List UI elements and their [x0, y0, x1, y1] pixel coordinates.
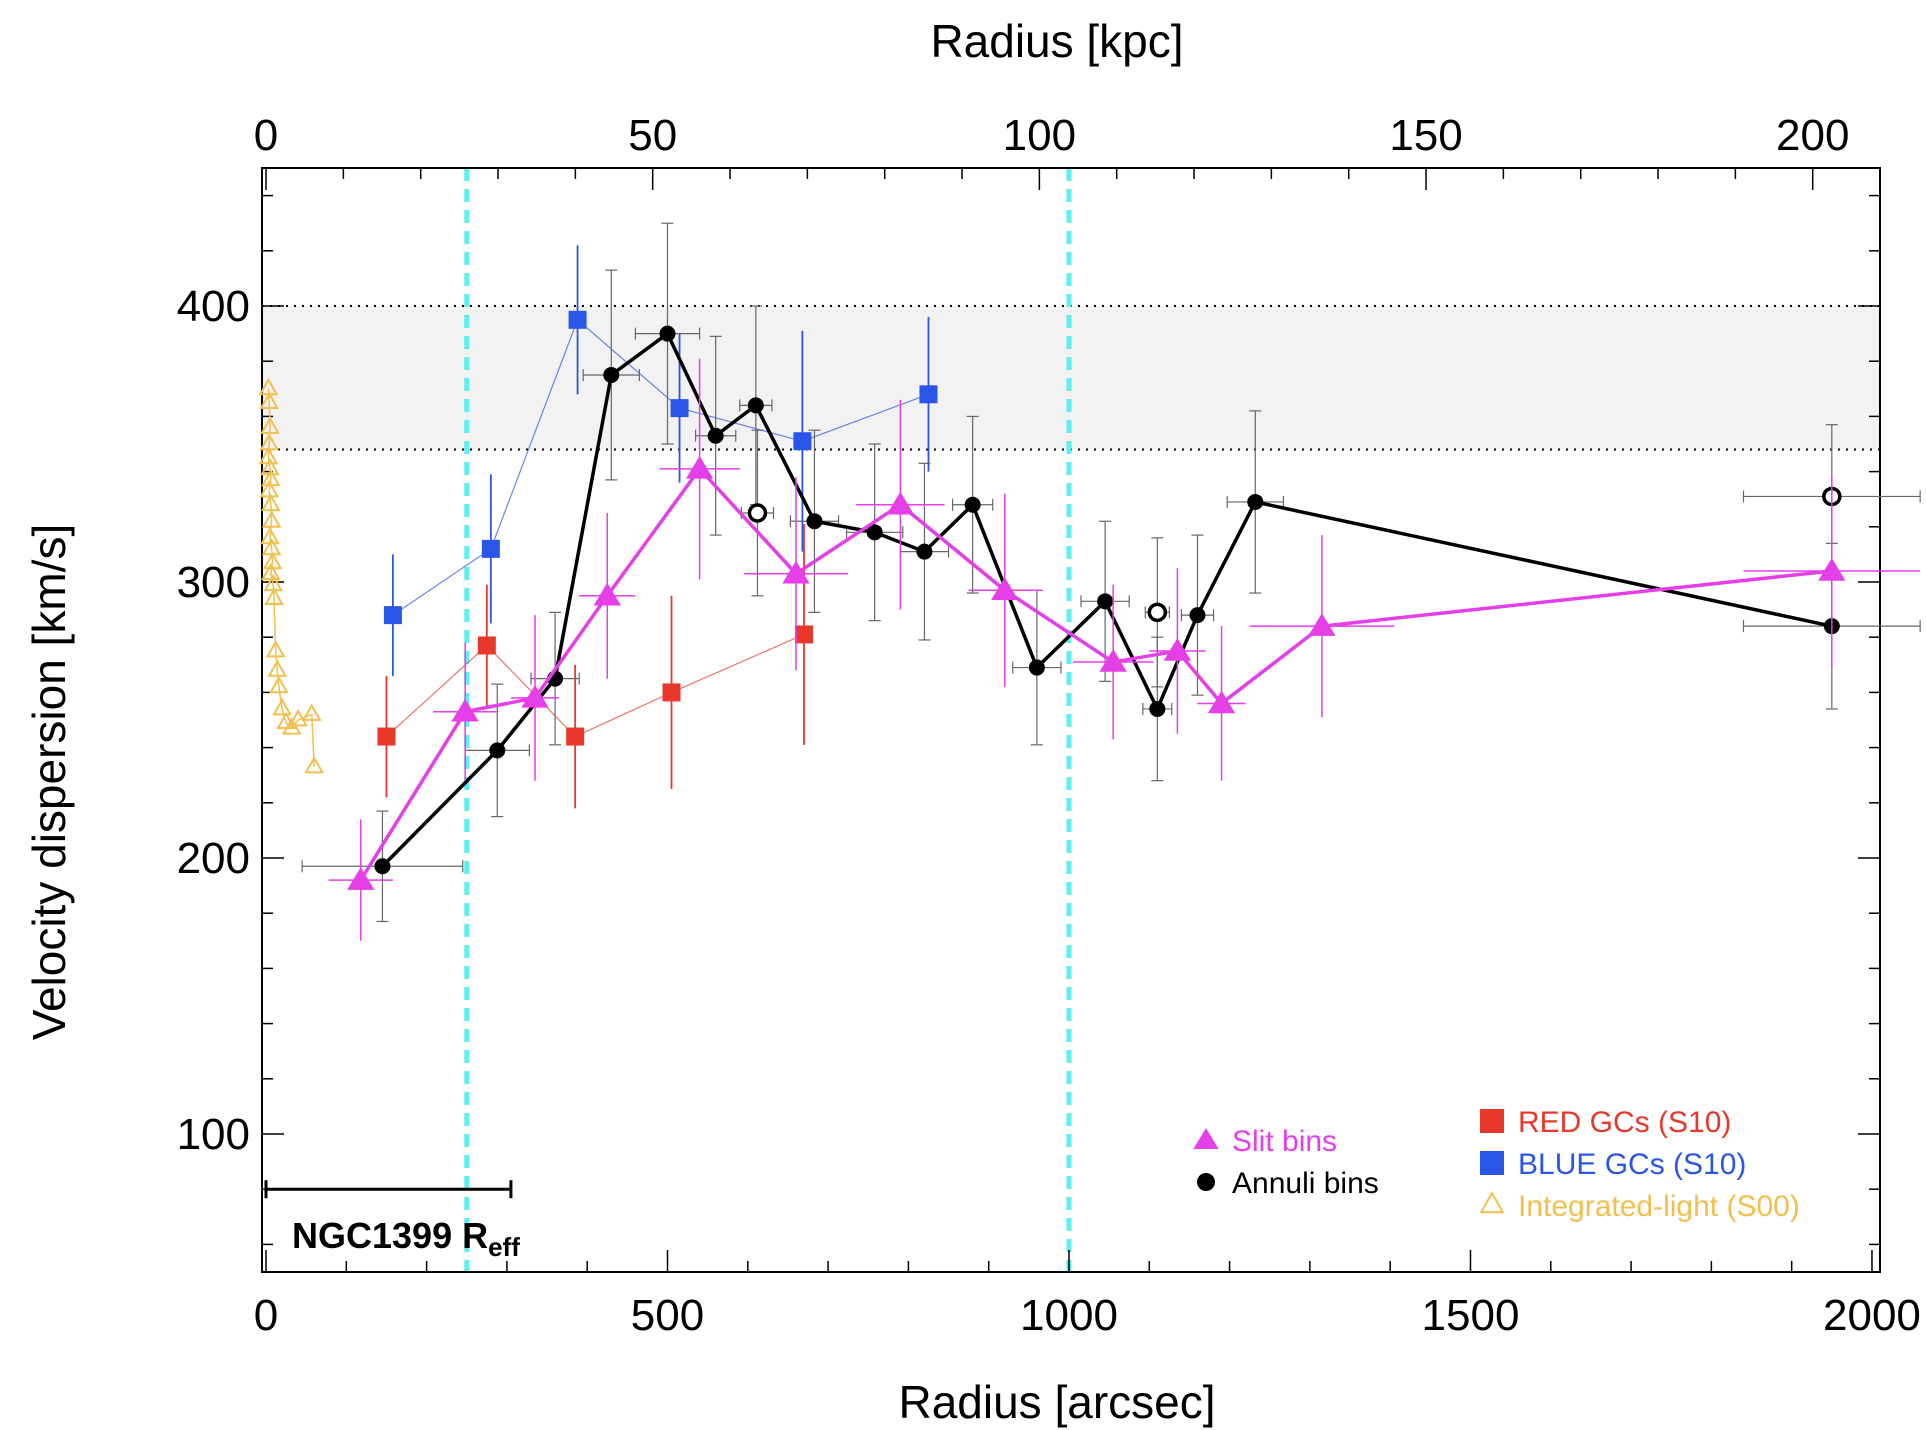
- slit-bins-point-6: [886, 491, 915, 515]
- annuli-bins-point-13: [1149, 700, 1166, 717]
- annuli-bins-open-point-0: [747, 503, 768, 523]
- red-gcs-s10-line: [386, 633, 805, 738]
- series-red-gcs-s10: [377, 524, 814, 809]
- annuli-bins-point-7: [806, 513, 823, 530]
- plot-frame-layer: [261, 167, 1881, 1273]
- blue-gcs-s10-point-3: [670, 399, 689, 418]
- x2-tick-label-50: 50: [628, 111, 677, 160]
- legend-marker-slit-bins: [1193, 1128, 1219, 1149]
- legend-label-integrated-light-s00: Integrated-light (S00): [1518, 1190, 1800, 1223]
- slit-bins-point-10: [1207, 690, 1236, 714]
- annuli-bins-point-6: [747, 397, 764, 414]
- legend-label-slit-bins: Slit bins: [1232, 1125, 1337, 1158]
- legend-label-red-gcs-s10: RED GCs (S10): [1518, 1106, 1731, 1139]
- slit-bins-point-7: [991, 577, 1019, 601]
- slit-bins-point-9: [1163, 638, 1192, 661]
- annuli-bins-point-5: [707, 427, 724, 444]
- legend-marker-integrated-light-s00: [1479, 1190, 1505, 1214]
- red-gcs-s10-point-1: [477, 636, 496, 655]
- annuli-bins-point-1: [489, 742, 506, 759]
- blue-gcs-s10-point-1: [481, 539, 500, 558]
- legend-marker-blue-gcs-s10: [1480, 1151, 1504, 1175]
- integrated-light-s00-point-15: [264, 587, 284, 605]
- annuli-bins-point-0: [374, 858, 391, 875]
- slit-bins-point-5: [782, 560, 810, 584]
- integrated-light-s00-point-2: [260, 416, 280, 434]
- integrated-light-s00-point-23: [301, 703, 322, 721]
- reff-bar-layer: NGC1399 Reff: [264, 1180, 520, 1262]
- slit-bins-point-4: [685, 455, 714, 479]
- integrated-light-s00-point-22: [288, 708, 308, 727]
- integrated-light-s00-point-7: [259, 479, 280, 498]
- annuli-bins-point-12: [1097, 593, 1114, 610]
- integrated-light-s00-line: [267, 388, 315, 767]
- slit-bins-point-8: [1099, 649, 1127, 672]
- legend-marker-annuli-bins: [1197, 1173, 1215, 1191]
- annuli-bins-open-point-1: [1147, 602, 1168, 623]
- slit-bins-point-12: [1818, 557, 1846, 581]
- annuli-bins-point-15: [1247, 493, 1264, 510]
- integrated-light-s00-point-17: [267, 659, 288, 677]
- reff-label: NGC1399 Reff: [292, 1215, 520, 1262]
- annuli-bins-point-3: [603, 367, 620, 383]
- legend: Slit bins Annuli bins RED GCs (S10) BLUE GC…: [1193, 1106, 1800, 1223]
- data-series-layer: [258, 222, 1921, 941]
- integrated-light-s00-point-21: [281, 717, 302, 735]
- legend-label-annuli-bins: Annuli bins: [1232, 1167, 1379, 1200]
- blue-gcs-s10-point-2: [568, 310, 587, 329]
- y-axis-label: Velocity dispersion [km/s]: [23, 524, 75, 1040]
- integrated-light-s00-point-16: [265, 639, 286, 658]
- slit-bins-point-0: [347, 867, 375, 890]
- legend-label-blue-gcs-s10: BLUE GCs (S10): [1518, 1148, 1746, 1181]
- x2-tick-label-0: 0: [254, 111, 278, 160]
- annuli-bins-point-10: [964, 496, 981, 513]
- slit-bins-point-3: [593, 582, 621, 606]
- slit-bins-point-1: [451, 698, 479, 722]
- red-gcs-s10-point-3: [662, 683, 681, 702]
- x-tick-label-1000: 1000: [1020, 1291, 1118, 1340]
- blue-gcs-s10-point-4: [793, 432, 812, 451]
- x-axis-label: Radius [arcsec]: [898, 1376, 1215, 1428]
- y-tick-label-400: 400: [177, 282, 250, 331]
- annuli-bins-point-4: [659, 325, 676, 342]
- y-tick-label-200: 200: [177, 834, 250, 883]
- slit-bins-point-11: [1308, 613, 1336, 636]
- blue-gcs-s10-point-5: [919, 385, 938, 404]
- red-gcs-s10-point-2: [566, 727, 585, 746]
- annuli-bins-point-9: [916, 543, 933, 560]
- red-gcs-s10-point-0: [377, 727, 396, 746]
- series-slit-bins: [328, 358, 1921, 941]
- series-integrated-light-s00: [258, 377, 325, 774]
- y-tick-label-100: 100: [177, 1110, 250, 1159]
- red-gcs-s10-point-4: [795, 625, 814, 644]
- legend-marker-red-gcs-s10: [1480, 1109, 1504, 1133]
- x2-tick-label-150: 150: [1389, 111, 1462, 160]
- x2-tick-label-100: 100: [1003, 111, 1076, 160]
- x-tick-label-500: 500: [631, 1291, 704, 1340]
- x-tick-label-1500: 1500: [1422, 1291, 1520, 1340]
- slit-bins-point-2: [521, 684, 549, 708]
- x-tick-label-0: 0: [254, 1291, 278, 1340]
- blue-gcs-s10-point-0: [383, 606, 402, 625]
- x-tick-label-2000: 2000: [1823, 1291, 1921, 1340]
- x2-tick-label-200: 200: [1776, 111, 1849, 160]
- annuli-bins-point-14: [1189, 607, 1206, 624]
- reff-label-main: NGC1399 R: [292, 1215, 488, 1256]
- integrated-light-s00-point-8: [261, 493, 281, 512]
- annuli-bins-point-11: [1028, 659, 1045, 676]
- integrated-light-s00-point-1: [259, 391, 280, 409]
- axis-ticks-layer: 0 500 1000 1500 2000 0 50 100 150 200 100 200 300 400: [177, 111, 1921, 1340]
- y-tick-label-300: 300: [177, 558, 250, 607]
- integrated-light-s00-point-18: [269, 675, 289, 694]
- x2-axis-label: Radius [kpc]: [930, 15, 1183, 67]
- reff-label-sub: eff: [488, 1232, 520, 1262]
- integrated-light-s00-point-9: [261, 510, 282, 528]
- integrated-light-s00-point-24: [304, 755, 325, 774]
- integrated-light-s00-point-19: [272, 697, 292, 716]
- annuli-bins-point-8: [866, 524, 883, 541]
- plot-frame: [261, 167, 1881, 1273]
